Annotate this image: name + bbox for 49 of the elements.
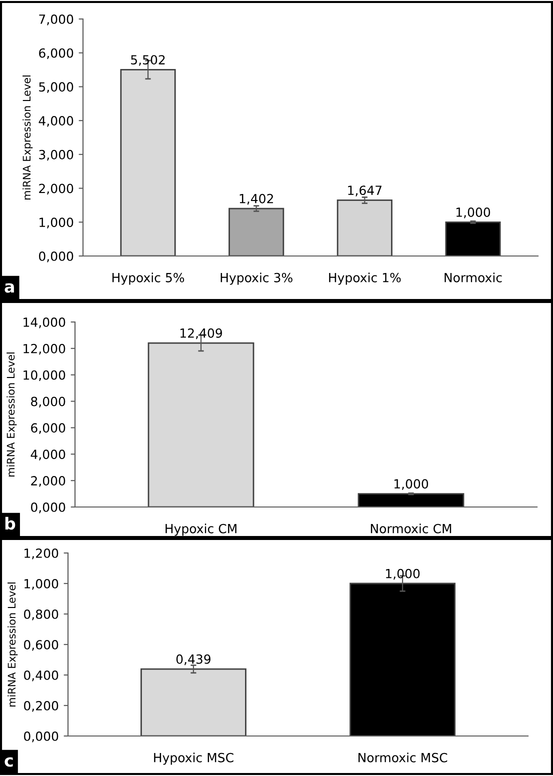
y-tick-label: 1,000 xyxy=(40,218,74,228)
data-label: 5,502 xyxy=(131,55,165,66)
y-tick-label: 12,000 xyxy=(24,344,66,355)
text: a xyxy=(4,283,14,293)
y-tick-label: 10,000 xyxy=(24,370,66,382)
data-label: 1,000 xyxy=(394,479,428,490)
y-axis-title: miRNA Expression Level xyxy=(22,76,33,200)
y-tick-label: 0,800 xyxy=(24,609,58,620)
data-label: 12,409 xyxy=(180,328,222,340)
x-tick-label: Normoxic xyxy=(444,272,502,282)
bar xyxy=(228,208,284,256)
y-axis-title: miRNA Expression Level xyxy=(8,582,18,706)
bar xyxy=(445,221,501,256)
x-tick-label: Normoxic MSC xyxy=(358,752,448,762)
y-tick-label: 1,200 xyxy=(24,548,58,560)
x-tick-label: Hypoxic CM xyxy=(166,524,236,536)
y-tick-label: 3,000 xyxy=(39,150,74,161)
text: b xyxy=(5,516,16,530)
data-label: 1,647 xyxy=(348,186,382,196)
text: c xyxy=(4,757,13,767)
y-tick-label: 2,000 xyxy=(31,476,66,487)
y-tick-label: 6,000 xyxy=(39,48,74,60)
x-tick-label: Hypoxic 3% xyxy=(220,272,292,285)
x-tick-label: Hypoxic 5% xyxy=(112,272,184,285)
y-axis-title: miRNA Expression Level xyxy=(6,352,17,476)
x-tick-label: Normoxic CM xyxy=(370,524,452,534)
y-tick-label: 0,000 xyxy=(39,251,74,262)
y-tick-label: 4,000 xyxy=(30,450,66,460)
y-tick-label: 6,000 xyxy=(31,423,66,434)
data-label: 1,000 xyxy=(456,207,490,218)
y-tick-label: 14,000 xyxy=(24,317,66,328)
x-tick-label: Hypoxic MSC xyxy=(154,752,234,765)
y-tick-label: 0,000 xyxy=(24,731,58,742)
x-tick-label: Hypoxic 1% xyxy=(329,272,401,285)
y-tick-label: 8,000 xyxy=(31,396,66,408)
y-tick-label: 4,000 xyxy=(38,116,74,127)
data-label: 1,402 xyxy=(240,194,273,205)
bar xyxy=(336,200,392,256)
y-tick-label: 7,000 xyxy=(39,14,74,26)
y-tick-label: 2,000 xyxy=(39,184,74,194)
y-tick-label: 0,600 xyxy=(24,640,58,651)
y-tick-label: 1,000 xyxy=(24,578,58,590)
data-label: 0,439 xyxy=(176,654,210,666)
y-tick-label: 5,000 xyxy=(39,82,74,93)
bar xyxy=(120,69,176,256)
y-tick-label: 0,000 xyxy=(31,502,66,514)
y-tick-label: 0,200 xyxy=(24,700,58,712)
y-tick-label: 0,400 xyxy=(24,670,58,682)
data-label: 1,000 xyxy=(386,568,420,580)
